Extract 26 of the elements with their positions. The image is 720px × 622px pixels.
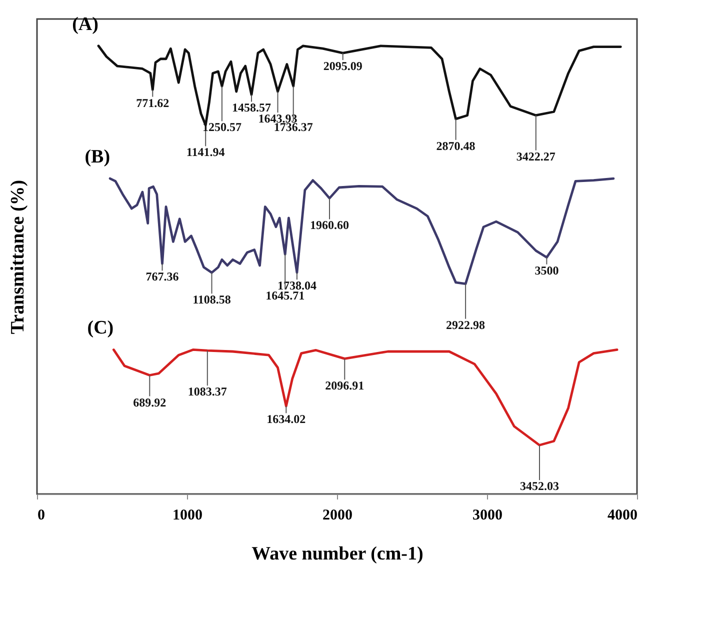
annotation: 2096.91 [325,378,364,393]
annotation: 1108.58 [192,292,231,307]
annotation: 3500 [534,263,559,278]
x-axis-title: Wave number (cm-1) [252,544,424,564]
x-tick-label: 4000 [608,508,638,524]
y-axis-title: Transmittance (%) [8,180,28,334]
x-tick-label: 2000 [322,508,352,524]
annotation: 767.36 [146,270,179,284]
annotation: 689.92 [133,395,166,410]
annotation: 1634.02 [266,412,306,426]
annotation: 1083.37 [188,384,227,399]
x-tick-label: 1000 [172,508,202,524]
series-label: (B) [84,146,110,168]
annotation: 2870.48 [436,138,476,153]
series-label: (A) [72,14,98,35]
x-tick-label: 3000 [472,508,502,524]
annotation: 1960.60 [310,218,349,232]
annotation: 2922.98 [446,318,486,332]
annotation: 1458.57 [232,100,271,115]
annotation: 3422.27 [516,149,556,164]
x-tick-label: 0 [38,508,45,524]
annotation: 771.62 [136,96,170,110]
annotation: 3452.03 [520,479,559,494]
series-label: (C) [87,318,114,339]
annotation: 1141.94 [186,145,225,160]
annotation: 2095.09 [323,59,362,74]
